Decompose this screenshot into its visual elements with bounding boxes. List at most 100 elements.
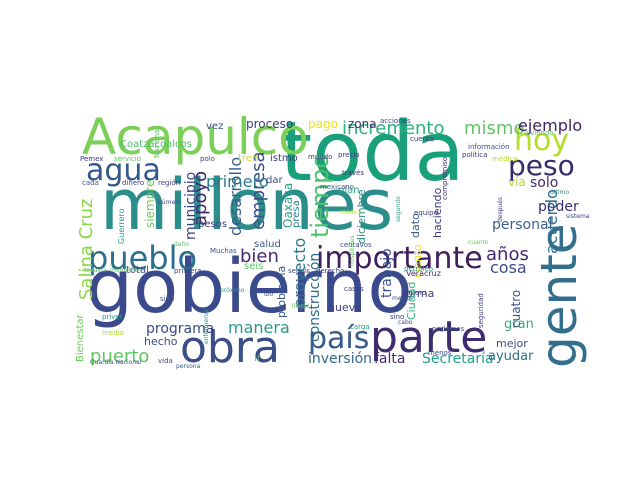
- word: hospitales: [349, 235, 356, 266]
- word: proceso: [246, 117, 294, 131]
- word: llegar: [292, 303, 309, 310]
- word: centavos: [340, 241, 372, 249]
- word: gobierno: [86, 244, 413, 330]
- word: total: [126, 265, 149, 276]
- word: desarrollo: [226, 156, 245, 236]
- word: precio: [338, 151, 360, 159]
- word: metros: [392, 295, 414, 302]
- word: menos: [428, 349, 452, 357]
- word: compromiso: [441, 156, 449, 200]
- word: Guardia Nacional: [90, 359, 142, 366]
- word: poder: [538, 199, 579, 215]
- word: vía: [508, 175, 526, 189]
- word: hoy: [514, 123, 570, 158]
- word: podemos: [432, 325, 465, 333]
- word: dinero: [122, 179, 145, 187]
- word: momento: [110, 267, 139, 274]
- word: Salina Cruz: [76, 198, 97, 300]
- word: tren: [238, 153, 259, 164]
- word: manera: [228, 318, 290, 337]
- word: vez: [206, 121, 224, 132]
- word: Acapulco: [82, 108, 309, 166]
- word: dar: [266, 175, 283, 186]
- word: carga: [350, 323, 370, 331]
- word: política: [462, 151, 488, 159]
- word: gran: [504, 317, 534, 332]
- word: pesos: [198, 219, 228, 230]
- word: inversión: [308, 351, 373, 367]
- word: todavía: [84, 267, 107, 274]
- word: sistema: [566, 213, 590, 220]
- word: priver: [102, 313, 123, 321]
- word: pueblo: [88, 239, 198, 277]
- word: presa: [291, 200, 302, 228]
- word: después: [497, 196, 504, 222]
- word: cosa: [490, 258, 527, 277]
- word: número: [158, 199, 182, 206]
- word: médica: [492, 155, 518, 163]
- word: polo: [200, 155, 215, 163]
- word: primero: [206, 172, 269, 191]
- word: personal: [492, 217, 553, 233]
- word: obra: [180, 322, 280, 373]
- word: petróleo: [404, 265, 434, 273]
- word: tiempo: [306, 153, 334, 238]
- word: ejemplo: [518, 116, 583, 135]
- word: enfermeros: [203, 309, 210, 344]
- word: trabajo: [379, 248, 395, 298]
- word: salud: [254, 239, 281, 250]
- word: sino: [390, 313, 405, 321]
- word: casos: [344, 285, 364, 293]
- word: hecho: [144, 335, 178, 348]
- word: derecho: [316, 267, 345, 275]
- word: país: [308, 321, 370, 356]
- word: medio: [102, 329, 124, 337]
- word: último: [550, 189, 570, 196]
- word: puerto: [90, 346, 150, 367]
- word: dio: [264, 291, 274, 298]
- word: ir: [254, 353, 261, 364]
- word: istmo: [270, 153, 298, 164]
- word: mismo: [464, 118, 525, 139]
- word: siempre: [143, 179, 157, 228]
- word: problema: [275, 265, 288, 318]
- word: falta: [374, 351, 406, 367]
- word: vivienda: [524, 129, 554, 137]
- word: toda: [280, 105, 465, 200]
- word: millones: [100, 164, 394, 246]
- word: próximo: [220, 287, 245, 294]
- word: ayudar: [488, 349, 534, 364]
- word: acciones: [380, 117, 411, 125]
- word: través: [342, 169, 365, 177]
- word: seis: [244, 261, 264, 272]
- word: nueva: [328, 301, 362, 314]
- word: mexicano: [320, 183, 354, 191]
- word: Muchas: [210, 247, 237, 255]
- word: Bienestar: [75, 314, 86, 362]
- word: bien: [240, 246, 279, 267]
- word: región: [158, 179, 181, 187]
- word: sido: [160, 295, 175, 303]
- word: Nacional: [153, 127, 161, 158]
- word: municipio: [183, 171, 199, 240]
- word: cabo: [398, 319, 413, 326]
- word: quiero: [404, 289, 427, 297]
- word: segundo: [395, 196, 402, 222]
- word: vida: [158, 357, 173, 365]
- word: plan: [338, 185, 360, 196]
- word: Coatzacoalcos: [120, 139, 192, 150]
- word: parte: [370, 312, 488, 363]
- word: peso: [508, 149, 575, 182]
- word: mejor: [496, 337, 528, 350]
- word-cloud: gobierno millones toda Acapulco obra par…: [75, 112, 589, 373]
- word: servicio: [114, 155, 141, 163]
- word: agua: [86, 153, 161, 188]
- word: forma: [402, 287, 435, 300]
- word: persona: [176, 363, 201, 370]
- word: mundo: [308, 153, 333, 161]
- word: daño: [174, 241, 189, 248]
- word: cuanto: [468, 239, 489, 246]
- word: pago: [308, 117, 338, 131]
- word: primera: [174, 267, 202, 275]
- word: seguir: [288, 267, 310, 275]
